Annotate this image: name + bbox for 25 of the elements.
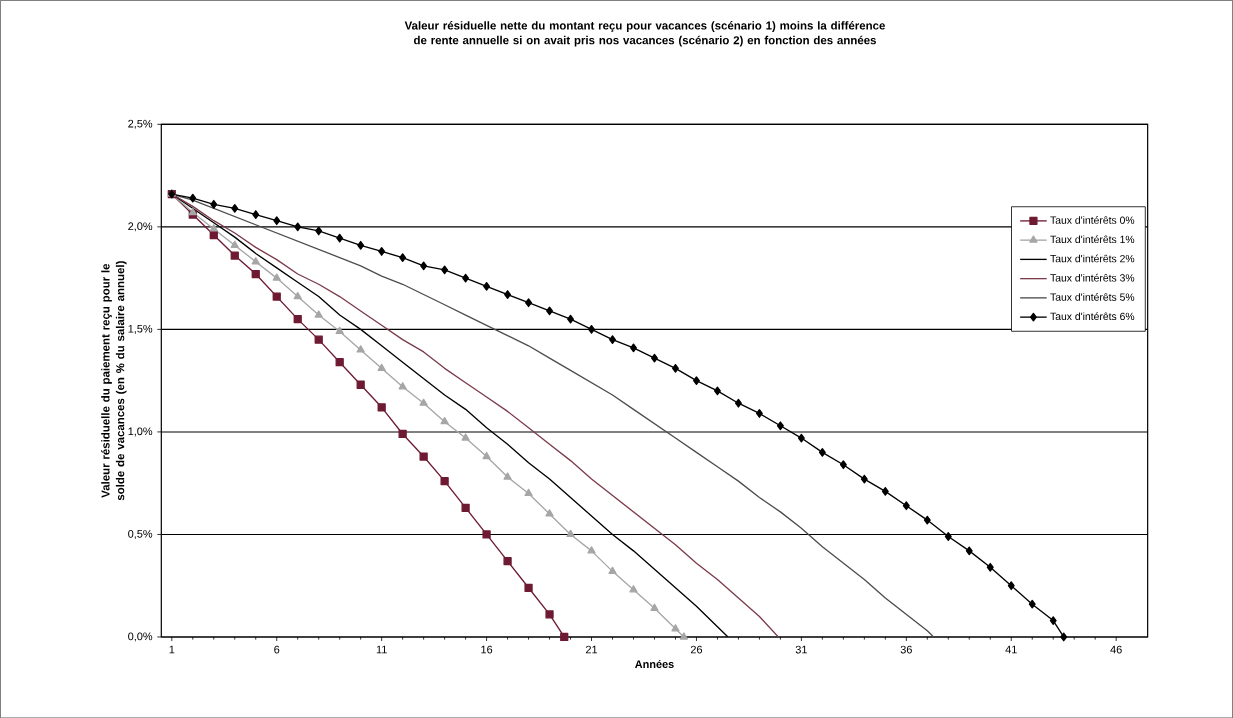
legend-label: Taux d'intérêts 5% xyxy=(1050,292,1135,301)
x-tick-label: 26 xyxy=(690,645,703,654)
legend-label: Taux d'intérêts 2% xyxy=(1050,254,1135,263)
x-tick-label: 31 xyxy=(795,645,807,654)
y-axis-title: Valeur résiduelle du paiement reçu pour le solde de vacances (en % du salaire annuel) xyxy=(101,261,127,501)
legend-label: Taux d'intérêts 3% xyxy=(1050,273,1135,282)
x-tick-label: 16 xyxy=(481,645,493,654)
x-tick-label: 46 xyxy=(1110,645,1122,654)
y-tick-label: 1,5% xyxy=(128,324,153,334)
x-tick-label: 11 xyxy=(376,645,387,654)
y-tick-label: 0,5% xyxy=(128,529,153,539)
x-tick-label: 1 xyxy=(169,645,175,654)
y-tick-label: 1,0% xyxy=(128,427,153,437)
legend-label: Taux d'intérêts 1% xyxy=(1050,235,1135,243)
x-tick-label: 36 xyxy=(900,645,912,654)
legend-label: Taux d'intérêts 0% xyxy=(1050,215,1135,224)
x-tick-label: 41 xyxy=(1005,645,1017,654)
x-axis-title: Années xyxy=(635,659,674,668)
y-tick-label: 0,0% xyxy=(128,632,153,642)
legend-label: Taux d'intérêts 6% xyxy=(1050,312,1135,320)
y-tick-label: 2,5% xyxy=(128,119,153,129)
chart-title: Valeur résiduelle nette du montant reçu pour vacances (scénario 1) moins la différence de rente annuelle si on avait pris nos vacances (scénario 2) en fonction des années xyxy=(404,20,885,47)
x-tick-label: 6 xyxy=(274,645,280,654)
y-tick-label: 2,0% xyxy=(128,222,153,232)
x-tick-label: 21 xyxy=(585,645,598,654)
